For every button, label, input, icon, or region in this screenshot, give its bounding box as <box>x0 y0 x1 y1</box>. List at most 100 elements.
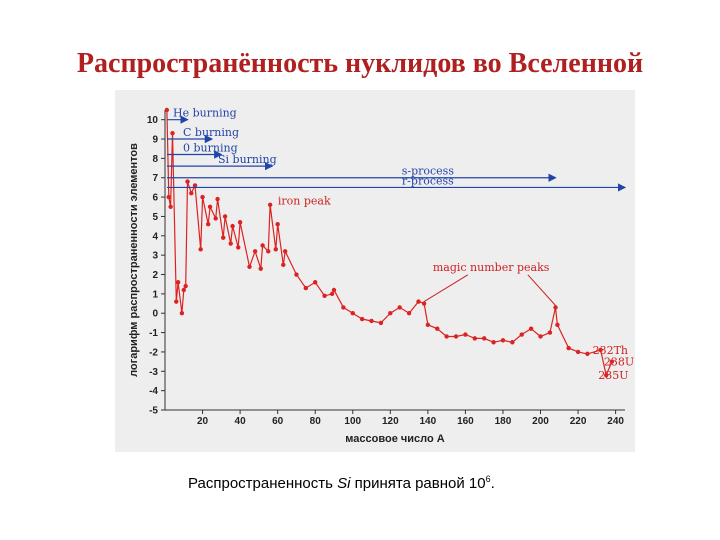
magic-peak-pointer <box>527 274 556 306</box>
data-point <box>294 272 299 277</box>
y-tick-label: 5 <box>152 212 158 223</box>
data-point <box>230 223 235 229</box>
data-point <box>174 299 179 304</box>
data-point <box>260 243 265 248</box>
data-point <box>388 311 393 316</box>
data-point <box>215 196 220 202</box>
data-point <box>604 372 609 378</box>
process-label: C burning <box>183 126 239 139</box>
data-point <box>425 322 431 328</box>
y-tick-label: 4 <box>152 231 158 242</box>
y-tick-label: -2 <box>149 347 158 358</box>
data-point <box>273 247 278 252</box>
caption-middle: принята равной 10 <box>350 475 486 492</box>
annotation-label: 235U <box>598 369 628 382</box>
y-tick-label: -3 <box>149 367 158 378</box>
x-tick-label: 40 <box>235 416 247 427</box>
abundance-chart: 20 40 60 80 100 120 140 160 180 200 220 24010987654… <box>128 107 634 445</box>
data-point <box>205 221 211 227</box>
y-tick-label: 7 <box>152 173 158 184</box>
data-point <box>463 332 468 337</box>
data-point <box>200 194 205 200</box>
data-point <box>168 204 173 209</box>
magic-peak-pointer <box>423 274 469 303</box>
data-point <box>553 305 558 310</box>
data-point <box>185 179 190 184</box>
data-point <box>247 264 252 269</box>
data-point <box>369 318 374 324</box>
x-tick-label: 140 <box>420 416 437 427</box>
annotation-label: iron peak <box>278 195 331 208</box>
x-tick-label: 60 <box>272 416 284 427</box>
y-tick-label: 8 <box>152 154 158 165</box>
chart-panel: 20 40 60 80 100 120 140 160 180 200 220 240 10 9 8 7 6 5 4… <box>115 90 635 452</box>
data-point <box>585 351 590 357</box>
caption-exponent: 6 <box>485 474 491 484</box>
slide-title: Распространённость нуклидов во Вселенной <box>76 48 644 79</box>
annotation-label: magic number peaks <box>433 261 550 274</box>
y-tick-label: 2 <box>152 270 158 281</box>
data-point <box>481 336 487 341</box>
process-label: Si burning <box>218 153 277 166</box>
data-point <box>331 287 337 293</box>
data-point <box>538 334 543 339</box>
y-axis-label: логарифм распространенности элементов <box>128 143 140 377</box>
data-point <box>281 262 286 268</box>
x-tick-label: 200 <box>532 416 549 427</box>
process-label: He burning <box>173 107 237 120</box>
data-point <box>267 202 273 208</box>
x-tick-label: 220 <box>570 416 587 427</box>
data-point <box>350 311 355 316</box>
x-tick-label: 100 <box>344 416 361 427</box>
data-point <box>575 349 581 355</box>
data-point <box>341 305 346 310</box>
caption-prefix: Распространенность <box>188 475 338 492</box>
y-tick-label: 9 <box>152 135 158 146</box>
y-tick-label: 6 <box>152 193 158 204</box>
data-point <box>236 245 241 250</box>
caption-element: Si <box>337 475 351 492</box>
x-tick-label: 120 <box>382 416 399 427</box>
data-point <box>397 305 402 310</box>
data-point <box>275 221 280 227</box>
data-point <box>222 214 228 219</box>
x-tick-label: 80 <box>310 416 322 427</box>
data-point <box>609 359 615 364</box>
caption-suffix: . <box>490 475 495 492</box>
data-point <box>198 247 203 252</box>
data-point <box>519 332 524 337</box>
data-point <box>528 326 534 331</box>
data-point <box>192 183 198 188</box>
data-point <box>166 194 171 200</box>
data-point <box>164 107 170 113</box>
data-point <box>416 299 421 304</box>
data-point <box>189 191 194 196</box>
data-point <box>258 266 263 271</box>
data-point <box>598 347 603 353</box>
data-point <box>500 338 506 343</box>
data-point <box>303 285 309 291</box>
data-point <box>421 301 427 306</box>
x-axis-label: массовое число А <box>345 433 444 445</box>
x-tick-label: 180 <box>495 416 512 427</box>
data-point <box>491 340 496 345</box>
y-tick-label: -5 <box>149 406 158 417</box>
data-point <box>547 330 553 335</box>
data-point <box>282 249 288 254</box>
annotation-label: 232Th <box>593 344 628 357</box>
data-point <box>175 280 181 285</box>
data-point <box>313 280 318 285</box>
data-point <box>378 320 384 326</box>
data-point <box>444 334 449 339</box>
data-point <box>207 204 213 209</box>
y-tick-label: 3 <box>152 251 158 262</box>
caption: Распространенность Si принята равной 106… <box>188 474 495 492</box>
process-label: r-process <box>402 174 454 187</box>
data-point <box>221 235 226 240</box>
data-point <box>406 311 412 316</box>
data-point <box>266 249 271 254</box>
y-tick-label: 10 <box>147 115 159 126</box>
y-tick-label: -1 <box>149 328 158 339</box>
data-point <box>237 220 243 225</box>
y-tick-label: -4 <box>149 386 158 397</box>
